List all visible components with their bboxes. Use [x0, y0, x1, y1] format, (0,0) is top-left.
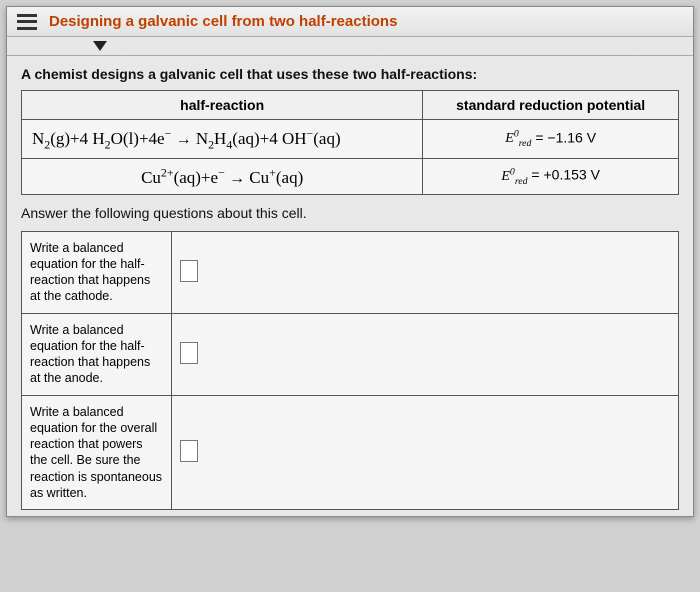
answer-input-anode[interactable] — [180, 342, 198, 364]
answer-input-overall[interactable] — [180, 440, 198, 462]
question-table: Write a balanced equation for the half-r… — [21, 231, 679, 511]
table-row: N2(g)+4 H2O(l)+4e− → N2H4(aq)+4 OH−(aq) … — [22, 120, 679, 159]
table-row: Cu2+(aq)+e− → Cu+(aq) E0red = +0.153 V — [22, 159, 679, 195]
answer-cell — [172, 395, 679, 510]
potential-1: E0red = −1.16 V — [423, 120, 679, 159]
dropdown-arrow-icon[interactable] — [93, 41, 107, 51]
window-title: Designing a galvanic cell from two half-… — [49, 13, 397, 30]
menu-icon[interactable] — [17, 14, 37, 30]
content-area: A chemist designs a galvanic cell that u… — [7, 56, 693, 516]
answer-cell — [172, 313, 679, 395]
question-row: Write a balanced equation for the half-r… — [22, 313, 679, 395]
intro-text: A chemist designs a galvanic cell that u… — [21, 66, 679, 82]
col-header-reaction: half-reaction — [22, 91, 423, 120]
col-header-potential: standard reduction potential — [423, 91, 679, 120]
half-reaction-table: half-reaction standard reduction potenti… — [21, 90, 679, 195]
reaction-1: N2(g)+4 H2O(l)+4e− → N2H4(aq)+4 OH−(aq) — [32, 129, 341, 148]
answer-cell — [172, 231, 679, 313]
question-prompt: Write a balanced equation for the overal… — [22, 395, 172, 510]
instruction-text: Answer the following questions about thi… — [21, 205, 679, 221]
question-prompt: Write a balanced equation for the half-r… — [22, 231, 172, 313]
question-prompt: Write a balanced equation for the half-r… — [22, 313, 172, 395]
question-row: Write a balanced equation for the half-r… — [22, 231, 679, 313]
answer-input-cathode[interactable] — [180, 260, 198, 282]
exercise-window: Designing a galvanic cell from two half-… — [6, 6, 694, 517]
potential-2: E0red = +0.153 V — [423, 159, 679, 195]
question-row: Write a balanced equation for the overal… — [22, 395, 679, 510]
toolbar — [7, 37, 693, 56]
title-bar: Designing a galvanic cell from two half-… — [7, 7, 693, 37]
reaction-2: Cu2+(aq)+e− → Cu+(aq) — [141, 168, 303, 187]
